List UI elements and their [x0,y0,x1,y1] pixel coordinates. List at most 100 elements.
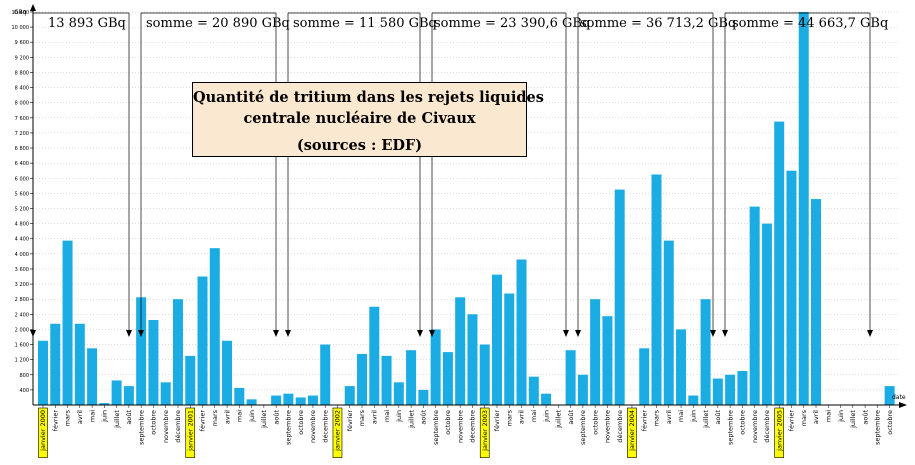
bar [283,393,294,405]
y-axis-label: GBq [14,9,27,16]
bar [614,189,625,405]
y-tick-label: 3 600 [15,267,29,273]
bar [406,350,417,405]
x-tick-label: mai [236,410,244,422]
bar [418,389,429,405]
x-tick-label: octobre [150,410,158,435]
bar [307,395,318,405]
y-tick-label: 3 200 [15,282,29,288]
bar [271,395,282,405]
x-tick-label: juin [101,410,109,423]
bar [62,240,73,405]
bracket-arrowhead [138,330,144,337]
sum-annotation: somme = 11 580 GBq [293,16,437,31]
x-tick-label: février [346,410,354,432]
chart-title-line-1: Quantité de tritium dans les rejets liqu… [193,89,544,106]
x-tick-label: mai [530,410,538,422]
x-tick-label: avril [223,410,231,424]
x-tick-label: octobre [591,410,599,435]
x-tick-label: septembre [432,410,440,445]
bar [369,306,380,405]
x-tick-label: février [640,410,648,432]
bar [160,382,171,405]
x-tick-label: octobre [886,410,894,435]
year-highlight [479,407,490,458]
x-tick-label: décembre [616,410,624,443]
bar [344,386,355,405]
bracket-arrowhead [867,330,873,337]
bar [712,378,723,405]
x-tick-label: mai [88,410,96,422]
x-tick-label: septembre [726,410,734,445]
x-tick-label: novembre [751,410,759,443]
x-tick-label: mars [800,409,808,426]
x-tick-label: août [125,410,133,425]
bar [136,297,147,405]
bar [749,206,760,405]
y-tick-label: 10 400 [12,10,30,16]
bracket-arrowhead [575,330,581,337]
bar [639,348,650,405]
bracket-arrowhead [429,330,435,337]
x-tick-label: décembre [763,410,771,443]
bar [467,314,478,405]
bar [528,376,539,405]
bar [541,393,552,405]
x-tick-label: janvier 2004 [628,410,636,452]
sum-annotation: somme = 20 890 GBq [146,16,290,31]
x-tick-label: avril [812,410,820,424]
x-tick-label: février [51,410,59,432]
x-tick-label: février [788,410,796,432]
bar [295,397,306,405]
x-tick-label: novembre [309,410,317,443]
bar-series [38,12,895,405]
x-tick-label: avril [518,410,526,424]
bar [774,121,785,405]
bar [357,353,368,405]
bar [565,350,576,405]
bar [700,299,711,405]
y-tick-label: 7 200 [15,131,29,137]
year-highlight [332,407,343,458]
bar [663,240,674,405]
x-tick-label: mai [383,410,391,422]
bar [798,12,809,405]
bar [320,344,331,405]
x-tick-label: août [420,410,428,425]
x-tick-label: décembre [174,410,182,443]
x-tick-label: avril [370,410,378,424]
x-axis-label: date [892,394,906,401]
bar [811,199,822,405]
sum-annotation: somme = 44 663,7 GBq [732,16,888,31]
x-tick-label: juillet [113,410,121,429]
y-tick-label: 7 600 [15,116,29,122]
x-tick-label: février [493,410,501,432]
y-tick-label: 9 200 [15,55,29,61]
bar [884,386,895,405]
bar [651,174,662,405]
x-tick-label: juillet [260,410,268,429]
bar [234,387,245,405]
bar [676,329,687,405]
x-tick-label: avril [76,410,84,424]
y-tick-label: 9 600 [15,40,29,46]
bar [246,399,257,405]
y-tick-label: 4 000 [15,252,29,258]
year-highlight [627,407,637,458]
bar [725,374,736,405]
x-tick-label: mai [677,410,685,422]
x-tick-label: mars [211,409,219,426]
y-tick-label: 5 600 [15,191,29,197]
bracket-arrowhead [273,330,279,337]
bar [87,348,98,405]
axes: GBq date [14,4,907,408]
bracket-arrowhead [722,330,728,337]
x-tick-label: août [861,410,869,425]
bar [761,223,772,405]
bar [516,259,527,405]
x-tick-label: septembre [137,410,145,445]
bar [430,329,441,405]
bar [222,340,233,405]
x-tick-label: janvier 2001 [186,410,194,452]
bar [786,170,797,405]
